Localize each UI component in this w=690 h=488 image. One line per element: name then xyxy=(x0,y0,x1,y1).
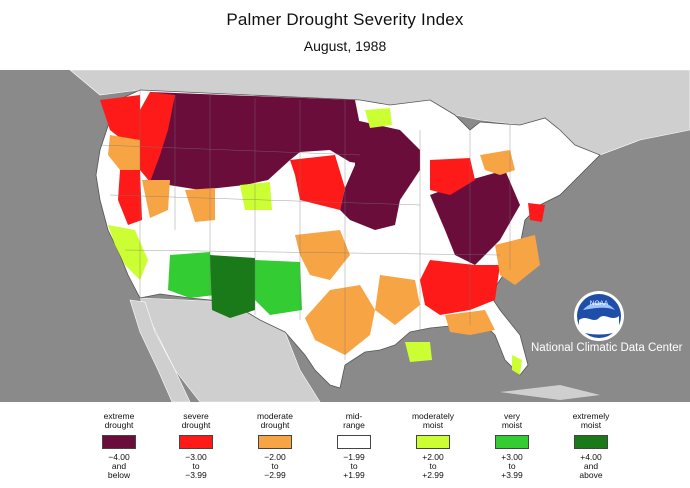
legend-range: −2.99 xyxy=(264,470,286,480)
legend-swatch xyxy=(337,435,371,449)
legend-range: and xyxy=(111,461,127,471)
legend-range: above xyxy=(579,470,603,480)
region-moderate-utah xyxy=(185,188,215,222)
legend-label: moderately xyxy=(411,411,455,421)
region-moderately-moist-minnesota xyxy=(365,108,392,128)
region-extremely-moist-new-mexico xyxy=(210,255,255,318)
legend-range: +2.00 xyxy=(422,452,444,462)
legend-range: to xyxy=(271,461,279,471)
legend-range: +4.00 xyxy=(580,452,602,462)
legend-range: and xyxy=(583,461,599,471)
legend-item-extreme-drought: extreme drought −4.00 and below xyxy=(84,408,154,480)
region-moderately-moist-wyoming xyxy=(240,182,272,210)
legend-item-moderately-moist: moderately moist +2.00 to +2.99 xyxy=(398,408,468,480)
region-severe-southeast xyxy=(420,260,500,315)
legend-label: range xyxy=(343,420,365,430)
map-area xyxy=(0,70,690,402)
region-severe-idaho xyxy=(135,92,175,182)
legend-label: extremely xyxy=(572,411,610,421)
legend-swatch xyxy=(258,435,292,449)
noaa-logo-icon: NOAA xyxy=(574,291,624,341)
legend-label: very xyxy=(503,411,521,421)
legend-item-mid-range: mid-range −1.99 to +1.99 xyxy=(319,408,389,480)
legend-label: moist xyxy=(501,420,523,430)
legend-range: −1.99 xyxy=(343,452,365,462)
region-severe-maryland xyxy=(528,203,545,222)
map-subtitle: August, 1988 xyxy=(303,38,387,54)
region-severe-nevada xyxy=(118,170,142,225)
region-moderate-plains xyxy=(295,230,350,280)
legend-swatch xyxy=(495,435,529,449)
noaa-logo-text: NOAA xyxy=(590,300,609,307)
region-moderate-texas xyxy=(305,285,375,355)
legend-item-moderate-drought: moderate drought −2.00 to −2.99 xyxy=(240,408,310,480)
legend-range: to xyxy=(192,461,200,471)
region-severe-oregon-west xyxy=(100,95,140,142)
legend-item-severe-drought: severe drought −3.00 to −3.99 xyxy=(161,408,231,480)
legend-label: drought xyxy=(181,420,211,430)
legend-range: +2.99 xyxy=(422,470,444,480)
legend-range: −2.00 xyxy=(264,452,286,462)
legend-label: moderate xyxy=(257,411,293,421)
region-extreme-upper-midwest xyxy=(340,120,420,230)
legend-range: +3.00 xyxy=(501,452,523,462)
legend-range: +3.99 xyxy=(501,470,523,480)
legend-label: moist xyxy=(580,420,602,430)
legend-label: moist xyxy=(422,420,444,430)
legend-label: drought xyxy=(260,420,290,430)
legend-range: −4.00 xyxy=(108,452,130,462)
region-moderately-moist-california xyxy=(108,225,148,280)
map-title: Palmer Drought Severity Index xyxy=(226,10,464,29)
region-moderately-moist-florida xyxy=(512,355,522,375)
baja-peninsula xyxy=(129,299,191,402)
legend-item-very-moist: very moist +3.00 to +3.99 xyxy=(477,408,547,480)
region-severe-michigan xyxy=(430,158,475,195)
legend-swatch xyxy=(574,435,608,449)
legend-label: mid- xyxy=(345,411,363,421)
region-moderately-moist-louisiana xyxy=(405,342,432,362)
region-moderate-great-lakes xyxy=(480,150,515,175)
region-moderate-south-central xyxy=(375,275,420,325)
region-extreme-ohio-valley xyxy=(430,170,520,265)
legend-swatch xyxy=(416,435,450,449)
legend-item-extremely-moist: extremely moist +4.00 and above xyxy=(556,408,626,480)
legend-swatch xyxy=(179,435,213,449)
cuba-island xyxy=(500,385,600,400)
legend-range: +1.99 xyxy=(343,470,365,480)
legend-range: to xyxy=(429,461,437,471)
state-boundaries xyxy=(99,90,511,360)
legend-swatch xyxy=(102,435,136,449)
legend-label: drought xyxy=(104,420,134,430)
legend-label: severe xyxy=(183,411,209,421)
region-severe-dakota-rim xyxy=(290,155,345,210)
legend-range: to xyxy=(508,461,516,471)
legend-label: extreme xyxy=(103,411,135,421)
region-very-moist-oklahoma xyxy=(255,260,302,315)
region-moderate-carolinas xyxy=(495,235,540,285)
legend: extreme drought −4.00 and below severe droug… xyxy=(84,408,644,488)
us-drought-map xyxy=(69,70,690,402)
region-moderate-oregon xyxy=(108,135,140,170)
legend-range: below xyxy=(107,470,131,480)
region-moderate-nevada-east xyxy=(142,180,170,218)
region-extreme-northern-plains xyxy=(140,92,385,190)
credit-org: National Climatic Data Center xyxy=(531,342,683,354)
legend-range: to xyxy=(350,461,358,471)
legend-range: −3.99 xyxy=(185,470,207,480)
region-very-moist-arizona xyxy=(168,252,215,298)
legend-range: −3.00 xyxy=(185,452,207,462)
